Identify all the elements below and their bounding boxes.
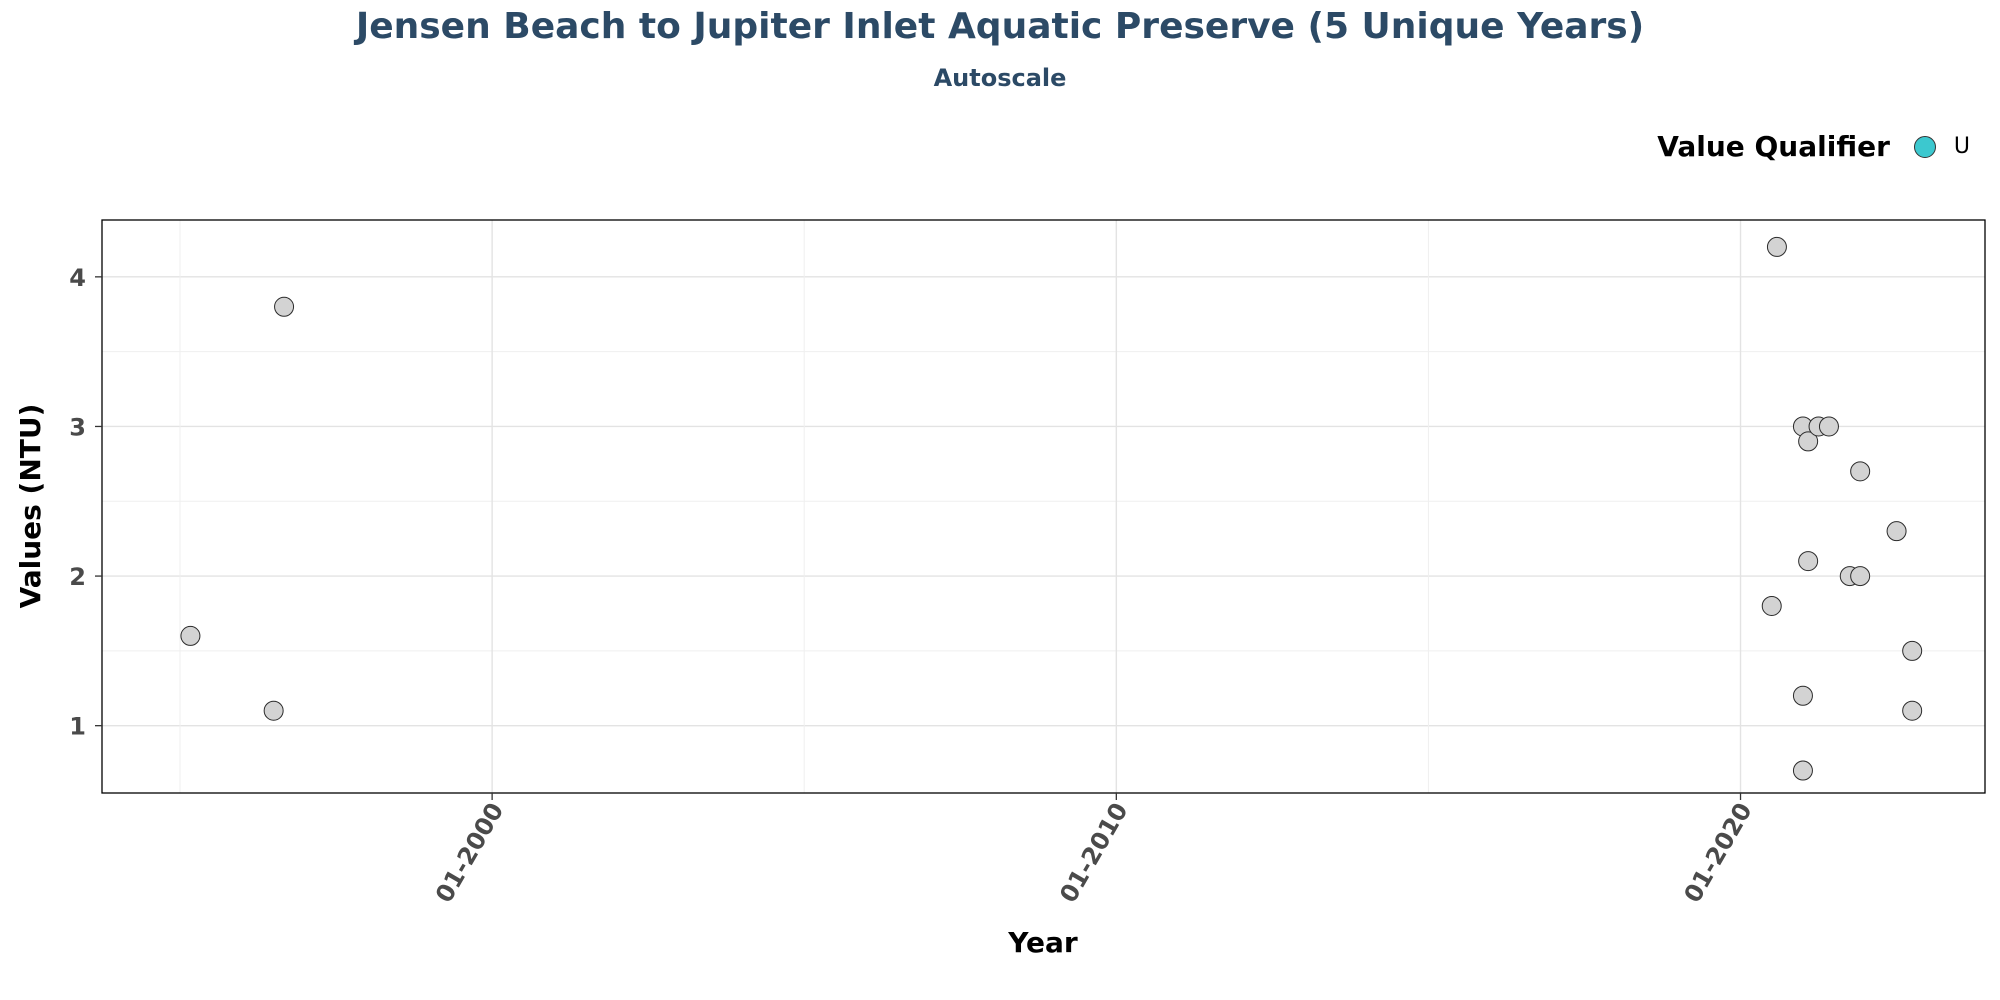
x-axis-label: Year [1007, 926, 1078, 959]
data-point [1902, 640, 1923, 661]
data-point [1839, 566, 1860, 587]
y-axis-ticks: 1 2 3 4 [69, 264, 102, 741]
data-point [274, 296, 295, 317]
data-point [1798, 431, 1819, 452]
data-point [1798, 551, 1819, 572]
x-axis-ticks: 01-2000 01-2010 01-2020 [430, 793, 1758, 907]
data-point [1808, 416, 1829, 437]
data-point [1761, 595, 1782, 616]
data-point [1792, 416, 1813, 437]
data-point [1818, 416, 1839, 437]
y-tick-label: 4 [69, 264, 86, 292]
y-tick-label: 3 [69, 413, 86, 441]
data-point [1902, 700, 1923, 721]
plot-frame [101, 219, 1986, 794]
legend-key-u [1913, 135, 1936, 158]
data-point [1792, 760, 1813, 781]
data-point [1850, 461, 1871, 482]
data-point [263, 700, 284, 721]
legend: Value Qualifier U [1657, 130, 1970, 163]
data-point [1766, 236, 1787, 257]
y-tick-label: 2 [69, 563, 86, 591]
y-axis-label: Values (NTU) [14, 404, 47, 609]
x-tick-label: 01-2000 [430, 798, 509, 907]
chart-subtitle: Autoscale [933, 64, 1067, 92]
data-point [180, 625, 201, 646]
data-points [180, 236, 1923, 781]
data-point [1850, 566, 1871, 587]
data-point [1792, 685, 1813, 706]
legend-label-u: U [1953, 134, 1970, 159]
x-tick-label: 01-2010 [1054, 798, 1133, 907]
chart-title: Jensen Beach to Jupiter Inlet Aquatic Pr… [355, 6, 1645, 47]
x-tick-label: 01-2020 [1678, 798, 1757, 907]
grid [102, 220, 1985, 793]
legend-title: Value Qualifier [1657, 130, 1890, 163]
y-tick-label: 1 [69, 713, 86, 741]
data-point [1886, 521, 1907, 542]
